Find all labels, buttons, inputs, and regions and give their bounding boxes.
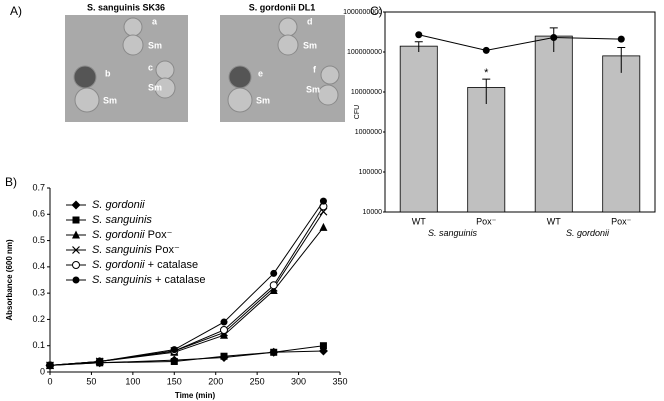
error-bar [414,41,423,52]
annotation: * [484,67,489,79]
panel-label: A) [10,4,22,18]
error-bar [482,78,491,105]
panel-label: B) [5,175,17,189]
marker [319,342,327,350]
marker [482,46,490,54]
x-axis-label: Time (min) [175,391,216,400]
x-tick-label: 150 [167,376,182,386]
legend-label: S. gordonii [92,199,145,211]
sm-label: Sm [103,95,117,105]
y-tick-label: 0 [40,366,45,376]
spot-labels: a b c d e f Sm Sm Sm Sm Sm Sm [103,16,320,105]
y-tick-label: 0.5 [32,235,45,245]
series-line [49,227,324,366]
x-tick-label: Pox⁻ [476,216,497,226]
axes [49,188,340,373]
marker [220,325,228,334]
sm-label: Sm [256,95,270,105]
series-line [49,206,324,366]
marker [220,352,228,360]
y-tick-label: 10000000 [351,89,382,96]
marker [269,281,278,290]
marker [269,286,278,295]
marker [415,31,423,39]
spot-label: b [105,68,111,78]
marker [319,222,328,231]
bar [602,55,641,213]
marker [96,357,104,365]
legend-marker [72,261,80,269]
spot-label: e [258,68,263,78]
spot-label: f [313,64,317,74]
marker [46,361,54,369]
legend-marker [72,246,80,254]
group-label: S. sanguinis [428,228,478,238]
y-tick-label: 100000000 [347,49,382,56]
legend-marker [72,276,80,284]
plot-frame [384,11,656,213]
marker [319,197,327,205]
series-line [49,345,324,366]
x-tick-label: 200 [208,376,223,386]
y-tick-label: 0.6 [32,209,45,219]
colonies [73,17,340,113]
marker [220,330,228,339]
error-bar [617,46,626,73]
legend-label: S. sanguinis Pox⁻ [92,244,180,256]
x-tick-label: 50 [86,376,96,386]
marker [170,357,178,365]
x-tick-label: 100 [125,376,140,386]
x-tick-label: WT [412,216,426,226]
marker [550,34,558,42]
x-tick-label: WT [547,216,561,226]
spot-label: c [148,62,153,72]
y-tick-label: 1000000000 [343,9,382,16]
spot-label: d [307,16,313,26]
legend-marker [72,230,80,239]
panel-a: A) S. sanguinis SK36 S. gordonii DL1 a b… [10,2,345,122]
group-label: S. gordonii [566,228,610,238]
bar [399,45,438,213]
y-tick-label: 10000 [363,209,383,216]
legend-label: S. sanguinis + catalase [92,274,205,286]
y-tick-label: 0.7 [32,182,45,192]
x-tick-label: 0 [47,376,52,386]
panel-label: C) [370,4,383,18]
sm-label: Sm [306,84,320,94]
y-tick-label: 0.3 [32,288,45,298]
sm-label: Sm [148,40,162,50]
marker [270,269,278,277]
y-tick-label: 0.2 [32,314,45,324]
y-tick-label: 0.1 [32,340,45,350]
legend-marker [71,200,81,210]
bar [467,87,506,213]
marker [170,346,178,354]
series-line [418,34,622,51]
bar [534,35,573,213]
y-tick-label: 1000000 [355,129,382,136]
y-tick-label: 100000 [359,169,382,176]
y-tick-label: 0.4 [32,261,45,271]
marker [220,318,228,326]
legend-label: S. sanguinis [92,214,152,226]
y-axis-label: Absorbance (600 nm) [5,239,14,321]
legend-label: S. gordonii Pox⁻ [92,229,173,241]
series-line [49,200,324,366]
plate-title: S. sanguinis SK36 [87,2,165,12]
marker [270,348,278,356]
plate-title: S. gordonii DL1 [249,2,316,12]
legend-marker [72,216,80,224]
y-axis-label: CFU [354,105,361,119]
sm-label: Sm [303,40,317,50]
marker [617,35,625,43]
legend-label: S. gordonii + catalase [92,259,198,271]
spot-label: a [152,16,158,26]
x-tick-label: 250 [250,376,265,386]
x-tick-label: Pox⁻ [611,216,632,226]
x-tick-label: 300 [291,376,306,386]
sm-label: Sm [148,82,162,92]
x-tick-label: 350 [332,376,347,386]
